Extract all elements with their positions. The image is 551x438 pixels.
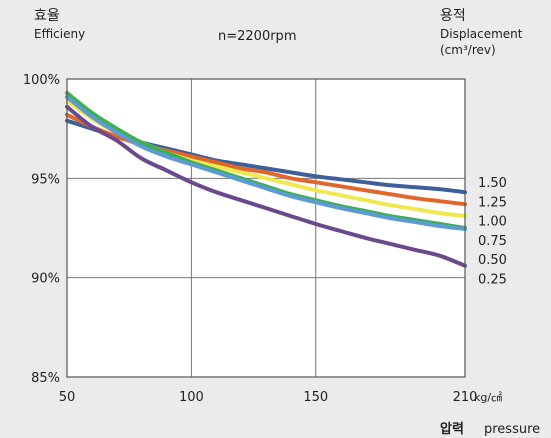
- y-tick-labels: 85% 90% 95% 100%: [23, 73, 60, 386]
- series-lines: [65, 90, 467, 268]
- x-axis-unit: kg/㎠: [474, 391, 502, 404]
- legend: 1.50 1.25 1.00 0.75 0.50 0.25: [478, 176, 507, 288]
- series-line-4: [65, 94, 467, 231]
- series-line-5: [65, 104, 467, 268]
- x-tick-labels: 50 100 150 210: [59, 390, 478, 405]
- x-tick-label: 150: [303, 390, 328, 405]
- legend-label-3: 0.75: [478, 234, 507, 249]
- x-axis-label-english: pressure: [484, 422, 540, 437]
- y-tick-label: 85%: [31, 371, 60, 386]
- x-axis-label-korean: 압력: [440, 422, 464, 437]
- x-tick-label: 210: [453, 390, 478, 405]
- legend-label-0: 1.50: [478, 176, 507, 191]
- legend-unit: (cm³/rev): [440, 43, 496, 57]
- legend-label-2: 1.00: [478, 215, 507, 230]
- y-tick-label: 95%: [31, 172, 60, 187]
- y-axis-label-korean: 효율: [34, 8, 60, 24]
- plot-area: [67, 79, 465, 377]
- legend-label-1: 1.25: [478, 195, 507, 210]
- chart-title: n=2200rpm: [218, 29, 296, 44]
- y-tick-label: 90%: [31, 272, 60, 287]
- y-tick-label: 100%: [23, 73, 60, 88]
- legend-label-5: 0.25: [478, 273, 507, 288]
- y-axis-label-english: Efficieny: [34, 27, 85, 41]
- legend-title-korean: 용적: [440, 8, 466, 24]
- legend-title-english: Displacement: [440, 27, 523, 41]
- plot-frame: [66, 78, 466, 378]
- x-tick-label: 100: [179, 390, 204, 405]
- x-tick-label: 50: [59, 390, 76, 405]
- legend-label-4: 0.50: [478, 253, 507, 268]
